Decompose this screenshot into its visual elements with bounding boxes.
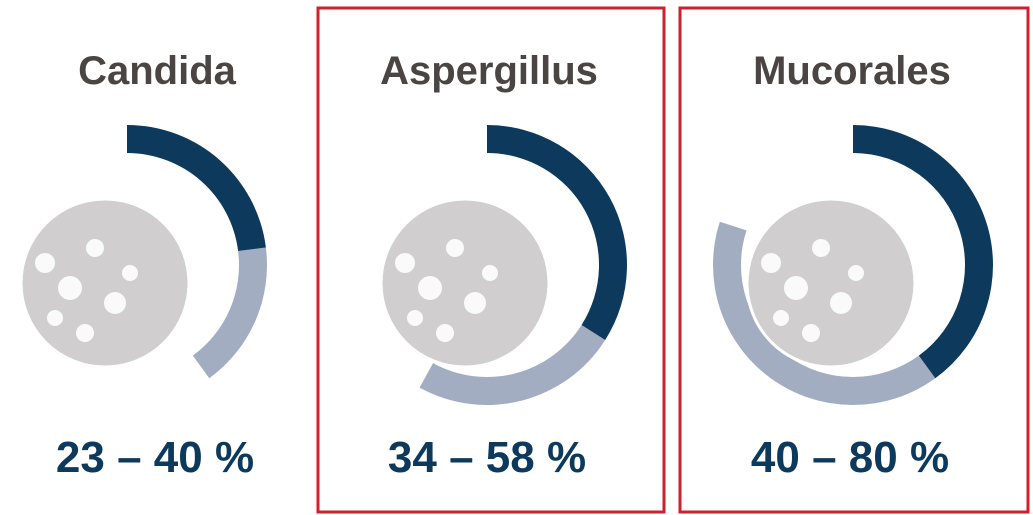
range-arc (192, 247, 268, 379)
low-arc (487, 125, 627, 341)
highlight-box (678, 6, 1030, 514)
illustration-dot (446, 239, 464, 257)
illustration-dot (848, 265, 864, 281)
illustration-dot (802, 324, 820, 342)
illustration-dot (35, 253, 55, 273)
illustration-dot (47, 310, 63, 326)
illustration-dot (58, 276, 82, 300)
range-label: 40 – 80 % (751, 433, 949, 482)
illustration-dot (76, 324, 94, 342)
category-title: Aspergillus (380, 49, 598, 93)
illustration-dot (761, 253, 781, 273)
illustration-disc (19, 197, 191, 369)
category-title: Candida (78, 49, 237, 93)
illustration-dot (418, 276, 442, 300)
range-arc (419, 325, 606, 406)
category-title: Mucorales (753, 49, 951, 93)
range-label: 23 – 40 % (56, 433, 254, 482)
illustration-disc (379, 197, 551, 369)
illustration-dot (784, 276, 808, 300)
illustration-dot (773, 310, 789, 326)
illustration-dot (830, 292, 852, 314)
illustration-dot (122, 265, 138, 281)
illustration-dot (407, 310, 423, 326)
low-arc (853, 125, 993, 379)
illustration-dot (86, 239, 104, 257)
low-arc (127, 125, 266, 251)
illustration-dot (104, 292, 126, 314)
illustration-dot (482, 265, 498, 281)
illustration-dot (436, 324, 454, 342)
illustration-disc (745, 197, 917, 369)
highlight-box (316, 6, 666, 514)
illustration-dot (464, 292, 486, 314)
range-arc (713, 221, 936, 405)
illustration-dot (395, 253, 415, 273)
illustration-dot (812, 239, 830, 257)
range-label: 34 – 58 % (388, 433, 586, 482)
